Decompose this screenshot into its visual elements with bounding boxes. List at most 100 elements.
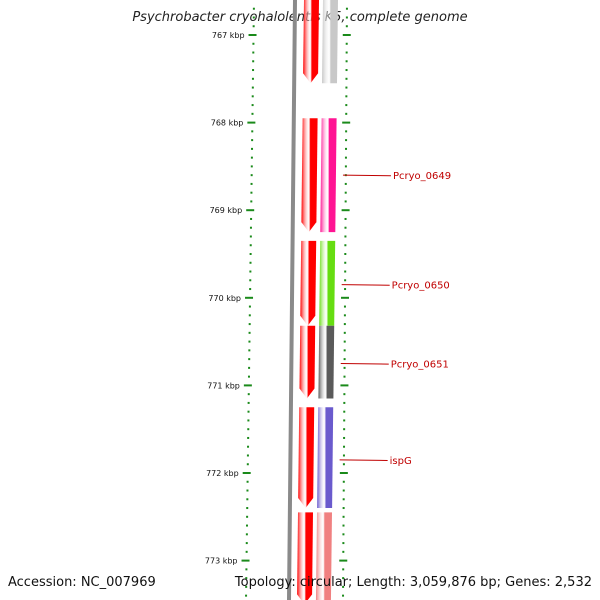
map-title: Psychrobacter cryohalolentis K5, complet…: [132, 10, 468, 25]
scale-tick-minor-right: [344, 235, 347, 238]
scale-tick-minor: [249, 244, 252, 247]
scale-label: 768 kbp: [211, 119, 244, 128]
scale-tick-minor: [245, 577, 248, 580]
scale-tick-minor-right: [343, 358, 346, 361]
scale-tick-minor-right: [345, 25, 348, 28]
scale-tick-minor-right: [345, 95, 348, 98]
scale-tick-minor: [246, 454, 249, 457]
cds-arrow: [297, 512, 313, 600]
cds-arrow: [300, 240, 317, 326]
scale-tick-minor: [252, 42, 255, 45]
scale-tick-minor-right: [342, 533, 345, 536]
scale-tick-minor-right: [344, 200, 347, 203]
scale-tick-minor: [251, 104, 254, 107]
cds-arrow: [299, 325, 316, 399]
scale-tick-minor-right: [343, 366, 346, 369]
scale-tick-minor: [249, 270, 252, 273]
scale-tick-minor-right: [344, 165, 347, 168]
scale-tick-minor-right: [343, 349, 346, 352]
gene-bar: [320, 118, 337, 233]
scale-tick-minor: [245, 568, 248, 571]
scale-tick-minor-right: [343, 445, 346, 448]
scale-tick-minor: [247, 410, 250, 413]
scale-tick-minor: [249, 279, 252, 282]
scale-tick-minor-right: [342, 463, 345, 466]
gene-leader-line: [340, 363, 389, 365]
scale-tick-minor: [251, 130, 254, 133]
accession-text: Accession: NC_007969: [8, 575, 156, 590]
scale-tick-minor: [245, 542, 248, 545]
gene-bar: [317, 407, 334, 508]
scale-tick-minor-right: [343, 410, 346, 413]
scale-tick-minor-right: [344, 279, 347, 282]
scale-tick-minor: [249, 253, 252, 255]
topology-summary: Topology: circular; Length: 3,059,876 bp…: [234, 575, 592, 590]
scale-tick-minor: [246, 463, 249, 466]
scale-tick-minor: [247, 436, 250, 439]
gene-leader-line: [342, 174, 391, 177]
scale-tick-minor-right: [342, 542, 345, 545]
scale-tick-minor-right: [344, 288, 347, 291]
scale-tick-minor: [252, 16, 255, 19]
scale-tick-minor-right: [344, 244, 347, 247]
scale-tick-minor: [248, 349, 251, 352]
scale-tick-minor-right: [342, 577, 345, 580]
gene-leader-line: [339, 459, 388, 461]
scale-tick-minor-right: [345, 104, 348, 107]
scale-tick-minor: [245, 533, 248, 536]
scale-tick-minor: [248, 358, 251, 361]
gene-bar: [315, 512, 332, 600]
scale-tick-minor: [247, 419, 250, 422]
scale-tick-minor-right: [343, 401, 346, 404]
scale-tick-minor: [252, 51, 255, 54]
scale-tick-minor: [246, 498, 249, 501]
scale-tick-minor: [252, 7, 255, 10]
scale-tick-minor-right: [342, 507, 345, 510]
scale-tick-minor: [247, 428, 250, 431]
scale-tick-minor-right: [342, 498, 345, 501]
scale-tick-minor-right: [343, 323, 346, 326]
scale-tick-minor-right: [345, 112, 348, 115]
scale-tick-minor-right: [344, 217, 347, 220]
scale-tick-minor-right: [345, 7, 348, 10]
scale-tick-minor: [247, 375, 250, 378]
scale-tick-minor: [245, 550, 248, 553]
scale-tick-minor-right: [345, 51, 348, 54]
scale-tick-minor: [252, 69, 255, 72]
scale-tick-minor: [251, 139, 254, 142]
genome-backbone: [287, 0, 297, 600]
scale-tick-minor: [250, 174, 253, 177]
scale-tick-minor: [249, 235, 252, 238]
gene-bar: [322, 0, 338, 84]
scale-tick-minor-right: [344, 191, 347, 194]
scale-tick-minor-right: [342, 515, 345, 518]
cds-arrow: [303, 0, 319, 84]
scale-tick-minor: [248, 366, 251, 369]
gene-leader-line: [341, 284, 390, 286]
gene-label: Pcryo_0649: [393, 171, 451, 182]
scale-label: 767 kbp: [212, 31, 245, 40]
scale-tick-minor: [251, 95, 254, 98]
scale-tick-minor-right: [343, 436, 346, 439]
scale-tick-minor: [250, 200, 253, 203]
scale-tick-minor: [251, 77, 254, 80]
gene-label: Pcryo_0650: [392, 281, 450, 292]
scale-tick-minor-right: [342, 454, 345, 457]
scale-tick-minor-right: [344, 261, 347, 264]
scale-tick-minor: [252, 60, 255, 63]
scale-tick-minor: [245, 594, 248, 597]
scale-tick-minor: [249, 288, 252, 291]
scale-tick-minor-right: [343, 331, 346, 334]
scale-tick-minor-right: [345, 86, 348, 89]
scale-tick-minor-right: [342, 524, 345, 527]
cds-arrow: [301, 118, 318, 233]
scale-label: 770 kbp: [208, 294, 241, 303]
scale-tick-minor-right: [343, 428, 346, 431]
scale-tick-minor-right: [345, 139, 348, 142]
scale-tick-minor: [250, 191, 253, 194]
scale-tick-minor-right: [345, 60, 348, 63]
scale-label: 771 kbp: [207, 381, 240, 390]
scale-tick-minor: [248, 340, 251, 343]
scale-tick-minor: [246, 515, 249, 518]
